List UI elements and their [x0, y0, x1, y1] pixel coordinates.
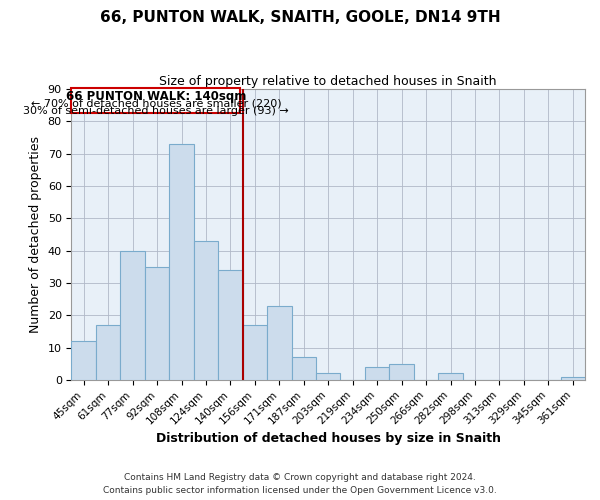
Bar [389, 364, 414, 380]
Bar [242, 325, 267, 380]
Bar [292, 358, 316, 380]
Bar [169, 144, 194, 380]
Text: Contains HM Land Registry data © Crown copyright and database right 2024.
Contai: Contains HM Land Registry data © Crown c… [103, 474, 497, 495]
Y-axis label: Number of detached properties: Number of detached properties [29, 136, 42, 333]
Text: 66 PUNTON WALK: 140sqm: 66 PUNTON WALK: 140sqm [65, 90, 246, 103]
Bar [96, 325, 121, 380]
Text: 66, PUNTON WALK, SNAITH, GOOLE, DN14 9TH: 66, PUNTON WALK, SNAITH, GOOLE, DN14 9TH [100, 10, 500, 25]
Text: ← 70% of detached houses are smaller (220): ← 70% of detached houses are smaller (22… [31, 98, 281, 108]
Bar [438, 374, 463, 380]
Text: 30% of semi-detached houses are larger (93) →: 30% of semi-detached houses are larger (… [23, 106, 289, 116]
FancyBboxPatch shape [71, 88, 240, 114]
Bar [194, 241, 218, 380]
X-axis label: Distribution of detached houses by size in Snaith: Distribution of detached houses by size … [156, 432, 501, 445]
Bar [365, 367, 389, 380]
Bar [267, 306, 292, 380]
Bar [218, 270, 242, 380]
Bar [560, 376, 585, 380]
Bar [121, 250, 145, 380]
Bar [316, 374, 340, 380]
Bar [145, 267, 169, 380]
Bar [71, 341, 96, 380]
Title: Size of property relative to detached houses in Snaith: Size of property relative to detached ho… [160, 75, 497, 88]
